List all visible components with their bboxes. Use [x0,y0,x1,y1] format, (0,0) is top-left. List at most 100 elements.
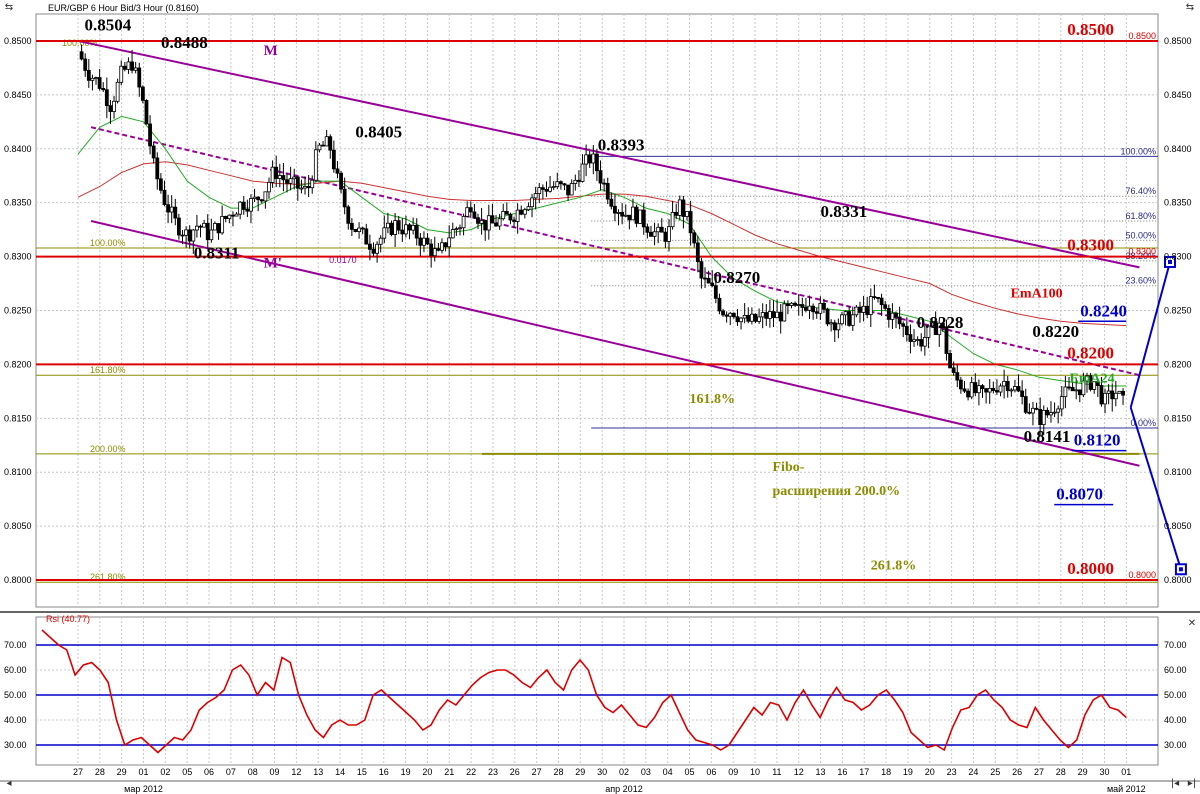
channel-median-line [90,126,1140,377]
month-label: апр 2012 [605,784,642,794]
date-tick-label: 16 [379,767,389,777]
date-tick-label: 06 [706,767,716,777]
candle-body [627,214,632,221]
candle-body [108,105,113,112]
candle-body [533,193,538,199]
candle-body [634,206,639,224]
label-layer: 161.8% Fibo-расширения 200.0% 261.8% M M' 0.0… [85,16,1156,580]
candle-body [746,315,751,322]
date-tick-label: 10 [750,767,760,777]
price-layer [79,44,1125,436]
price-tick-left-label: 0.8150 [4,413,32,423]
candle-body [158,178,163,191]
candle-body [472,211,477,219]
candle-body [749,313,754,322]
candle-body [144,100,149,125]
price-panel-collapse-icon[interactable]: ⇆ [4,2,14,13]
channel-line [77,39,1140,269]
date-tick-label: 28 [553,767,563,777]
candle-body [602,182,607,185]
candle-body [436,248,441,251]
candle-body [713,285,718,299]
candle-body [667,226,671,242]
axis-tag-label: 0.8000 [1128,570,1156,580]
date-tick-label: 07 [226,767,236,777]
candle-body [836,323,841,331]
candle-body [739,317,743,323]
fibo-right-label: 61.80% [1125,211,1156,221]
candle-body [252,196,257,199]
candle-body [378,237,383,245]
candle-body [710,282,715,287]
price-tick-right-label: 0.8350 [1164,198,1192,208]
candle-body [620,212,625,217]
candle-body [656,226,661,233]
date-tick-label: 14 [335,767,345,777]
candle-body [915,339,920,341]
candle-body [299,187,304,190]
candle-body [389,222,394,235]
candle-body [540,187,545,190]
scroll-home-icon[interactable]: |◂ [1170,778,1180,789]
candle-body [213,223,217,231]
candle-body [786,303,790,306]
rsi-panel-close-icon[interactable]: ✕ [1187,618,1197,629]
price-panel-expand-icon[interactable]: ⇆ [1185,2,1195,13]
candle-body [1059,396,1064,410]
candle-body [825,308,830,325]
candle-body [1081,380,1086,396]
swing-label: 0.8405 [355,122,402,141]
candle-body [396,220,401,231]
candle-body [753,313,758,322]
swing-label: 0.8504 [85,16,132,35]
candle-body [241,201,246,210]
candle-body [483,220,488,231]
target-marker-dot [1178,567,1183,572]
candle-body [1005,380,1010,391]
price-level-label: 0.8200 [1067,343,1114,362]
candle-body [562,183,567,186]
candle-body [169,206,174,213]
date-tick-label: 28 [95,767,105,777]
candle-body [512,219,516,222]
candle-body [1095,381,1100,387]
candle-body [721,310,725,316]
target-layer [1054,255,1187,576]
candle-body [209,229,214,241]
price-tick-right-label: 0.8150 [1164,413,1192,423]
fibo-left-label: 200.00% [90,444,126,454]
date-tick-label: 26 [1012,767,1022,777]
candle-body [1052,411,1057,414]
candle-body [306,186,311,189]
candle-body [86,69,91,81]
candle-body [195,225,199,231]
candle-body [177,217,181,236]
date-tick-label: 13 [816,767,826,777]
candle-body [699,261,704,279]
candle-body [371,248,376,254]
channel-layer [77,39,1140,467]
price-tick-left-label: 0.8000 [4,575,32,585]
candle-body [879,297,884,306]
candle-body [1002,380,1007,387]
scroll-left-icon[interactable]: ◂ [6,778,12,789]
candle-body [807,305,812,311]
candle-body [814,311,819,314]
rsi-tick-right-label: 50.00 [1164,690,1187,700]
candle-body [854,306,859,316]
date-tick-label: 16 [837,767,847,777]
scroll-right-icon[interactable]: ▸| [1187,778,1197,789]
candle-body [677,199,682,216]
candle-body [288,178,293,184]
date-tick-label: 11 [772,767,781,777]
channel-label: M' [264,255,282,271]
date-tick-label: 18 [881,767,891,777]
date-tick-label: 01 [1121,767,1131,777]
window-title[interactable]: EUR/GBP 6 Hour Bid/3 Hour (0.8160) [48,3,199,13]
channel-label: M [264,43,278,59]
swing-label: 0.8141 [1024,427,1071,446]
date-tick-label: 01 [139,767,149,777]
date-tick-label: 13 [313,767,323,777]
candle-body [331,149,336,170]
price-tick-right-label: 0.8450 [1164,90,1192,100]
